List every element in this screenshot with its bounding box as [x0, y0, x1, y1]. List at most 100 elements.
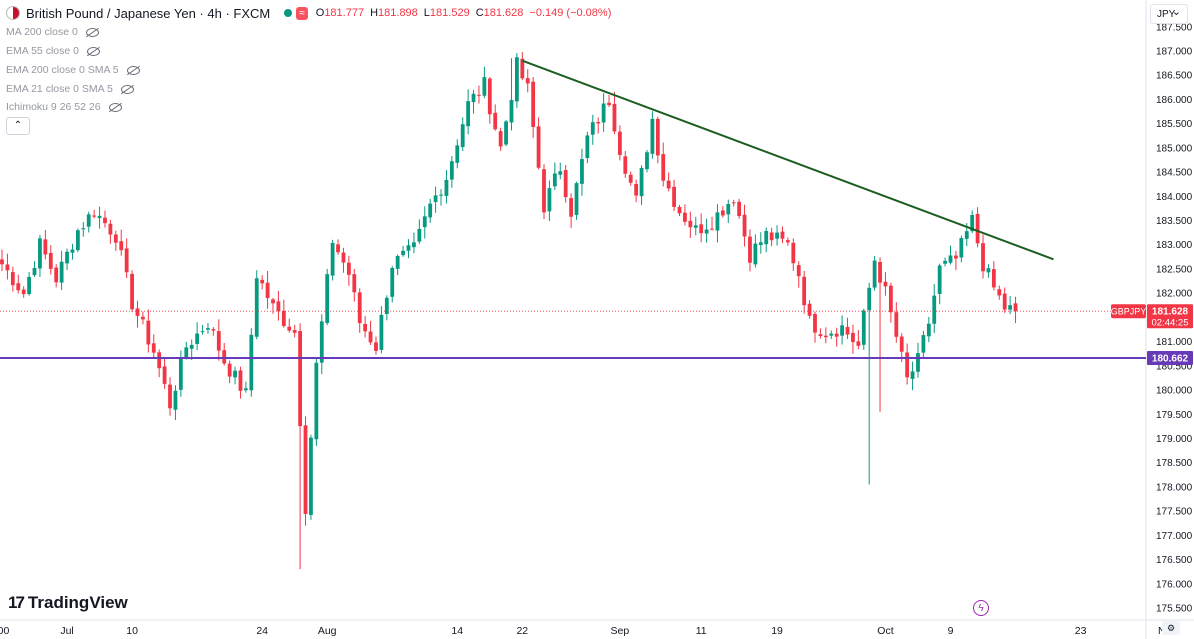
candle-body: [21, 289, 26, 295]
flag-badge[interactable]: ≈: [296, 6, 308, 20]
candle-body: [103, 217, 107, 224]
candle-body: [536, 126, 541, 168]
candle-body: [515, 57, 519, 102]
candle-body: [422, 216, 427, 228]
candle-body: [314, 362, 319, 440]
gbp-flag-icon: [6, 6, 20, 20]
candle-body: [287, 326, 292, 331]
x-tick-label: 11: [696, 625, 707, 637]
hidden-eye-icon[interactable]: [120, 84, 134, 94]
candle-body: [558, 171, 563, 175]
candle-body: [861, 310, 866, 345]
candle-body: [276, 301, 281, 312]
candle-body: [731, 202, 736, 204]
candle-body: [352, 274, 357, 293]
candle-body: [601, 103, 606, 123]
tradingview-logo[interactable]: 17 TradingView: [8, 593, 128, 612]
candle-body: [666, 180, 671, 189]
candle-body: [135, 308, 140, 316]
candle-body: [645, 152, 649, 170]
candle-body: [563, 170, 568, 198]
candle-body: [195, 333, 200, 344]
candle-body: [244, 388, 248, 391]
candle-body: [590, 122, 595, 135]
candle-body: [807, 303, 812, 316]
support-price-tag: [1147, 350, 1193, 365]
indicator-ema55[interactable]: EMA 55 close 0: [6, 45, 100, 57]
indicator-ichimoku[interactable]: Ichimoku 9 26 52 26: [6, 101, 122, 113]
hidden-eye-icon[interactable]: [86, 46, 100, 56]
x-tick-label: :00: [0, 625, 9, 637]
lightning-icon[interactable]: ϟ: [973, 600, 989, 616]
candle-body: [265, 282, 270, 299]
y-tick-label: 180.000: [1156, 386, 1193, 397]
candle-body: [449, 161, 454, 180]
candle-body: [525, 78, 530, 84]
candle-body: [417, 228, 422, 242]
candle-body: [477, 94, 481, 96]
candle-body: [742, 214, 747, 237]
indicator-ma200[interactable]: MA 200 close 0: [6, 26, 99, 38]
candle-body: [498, 131, 503, 147]
candle-body: [309, 437, 313, 515]
x-tick-label: 14: [451, 625, 463, 637]
x-tick-label: Sep: [611, 625, 630, 637]
candle-body: [720, 210, 725, 216]
settings-icon[interactable]: ⚙: [1162, 621, 1180, 635]
candle-body: [813, 313, 817, 333]
market-status-icon: [284, 9, 293, 17]
candle-body: [16, 283, 21, 291]
candle-body: [482, 77, 487, 96]
y-tick-label: 178.000: [1156, 482, 1193, 493]
y-tick-label: 185.500: [1156, 119, 1193, 130]
candle-body: [959, 238, 964, 258]
symbol-title[interactable]: British Pound / Japanese Yen · 4h · FXCM: [26, 5, 271, 21]
candle-body: [661, 154, 666, 181]
candle-body: [509, 99, 514, 123]
candle-body: [200, 331, 205, 333]
candle-body: [552, 173, 557, 187]
candle-body: [585, 135, 590, 159]
indicator-ema200[interactable]: EMA 200 close 0 SMA 5: [6, 64, 140, 76]
y-tick-label: 177.500: [1156, 507, 1193, 518]
candle-body: [113, 234, 118, 243]
hidden-eye-icon[interactable]: [85, 27, 99, 37]
candle-body: [75, 230, 80, 251]
x-tick-label: Oct: [877, 625, 893, 637]
x-tick-label: Aug: [318, 625, 337, 637]
candle-body: [10, 272, 15, 286]
candle-body: [466, 101, 471, 127]
candle-body: [97, 215, 102, 219]
candle-body: [823, 335, 828, 338]
hidden-eye-icon[interactable]: [126, 65, 140, 75]
collapse-indicators-button[interactable]: ⌃: [6, 117, 30, 135]
candle-body: [834, 333, 839, 337]
candle-body: [520, 58, 525, 79]
candle-body: [86, 214, 91, 227]
candle-body: [948, 255, 953, 263]
indicator-ema21[interactable]: EMA 21 close 0 SMA 5: [6, 83, 134, 95]
candle-body: [379, 314, 384, 350]
candle-body: [926, 323, 931, 337]
candle-body: [845, 326, 850, 335]
candle-body: [390, 268, 395, 297]
candle-body: [460, 124, 465, 148]
x-tick-label: 9: [948, 625, 954, 637]
candle-body: [531, 81, 536, 128]
candle-body: [471, 93, 476, 103]
candle-body: [43, 239, 48, 255]
candle-body: [991, 269, 996, 288]
candle-body: [124, 248, 129, 273]
candle-body: [683, 212, 687, 222]
candle-body: [141, 316, 145, 320]
currency-button[interactable]: JPY: [1150, 2, 1188, 24]
candle-body: [975, 213, 980, 244]
candle-body: [493, 112, 498, 130]
candle-body: [547, 188, 552, 212]
hidden-eye-icon[interactable]: [108, 102, 122, 112]
candle-body: [954, 255, 958, 259]
candle-body: [655, 118, 660, 156]
candle-body: [238, 370, 243, 391]
candle-body: [38, 238, 42, 269]
